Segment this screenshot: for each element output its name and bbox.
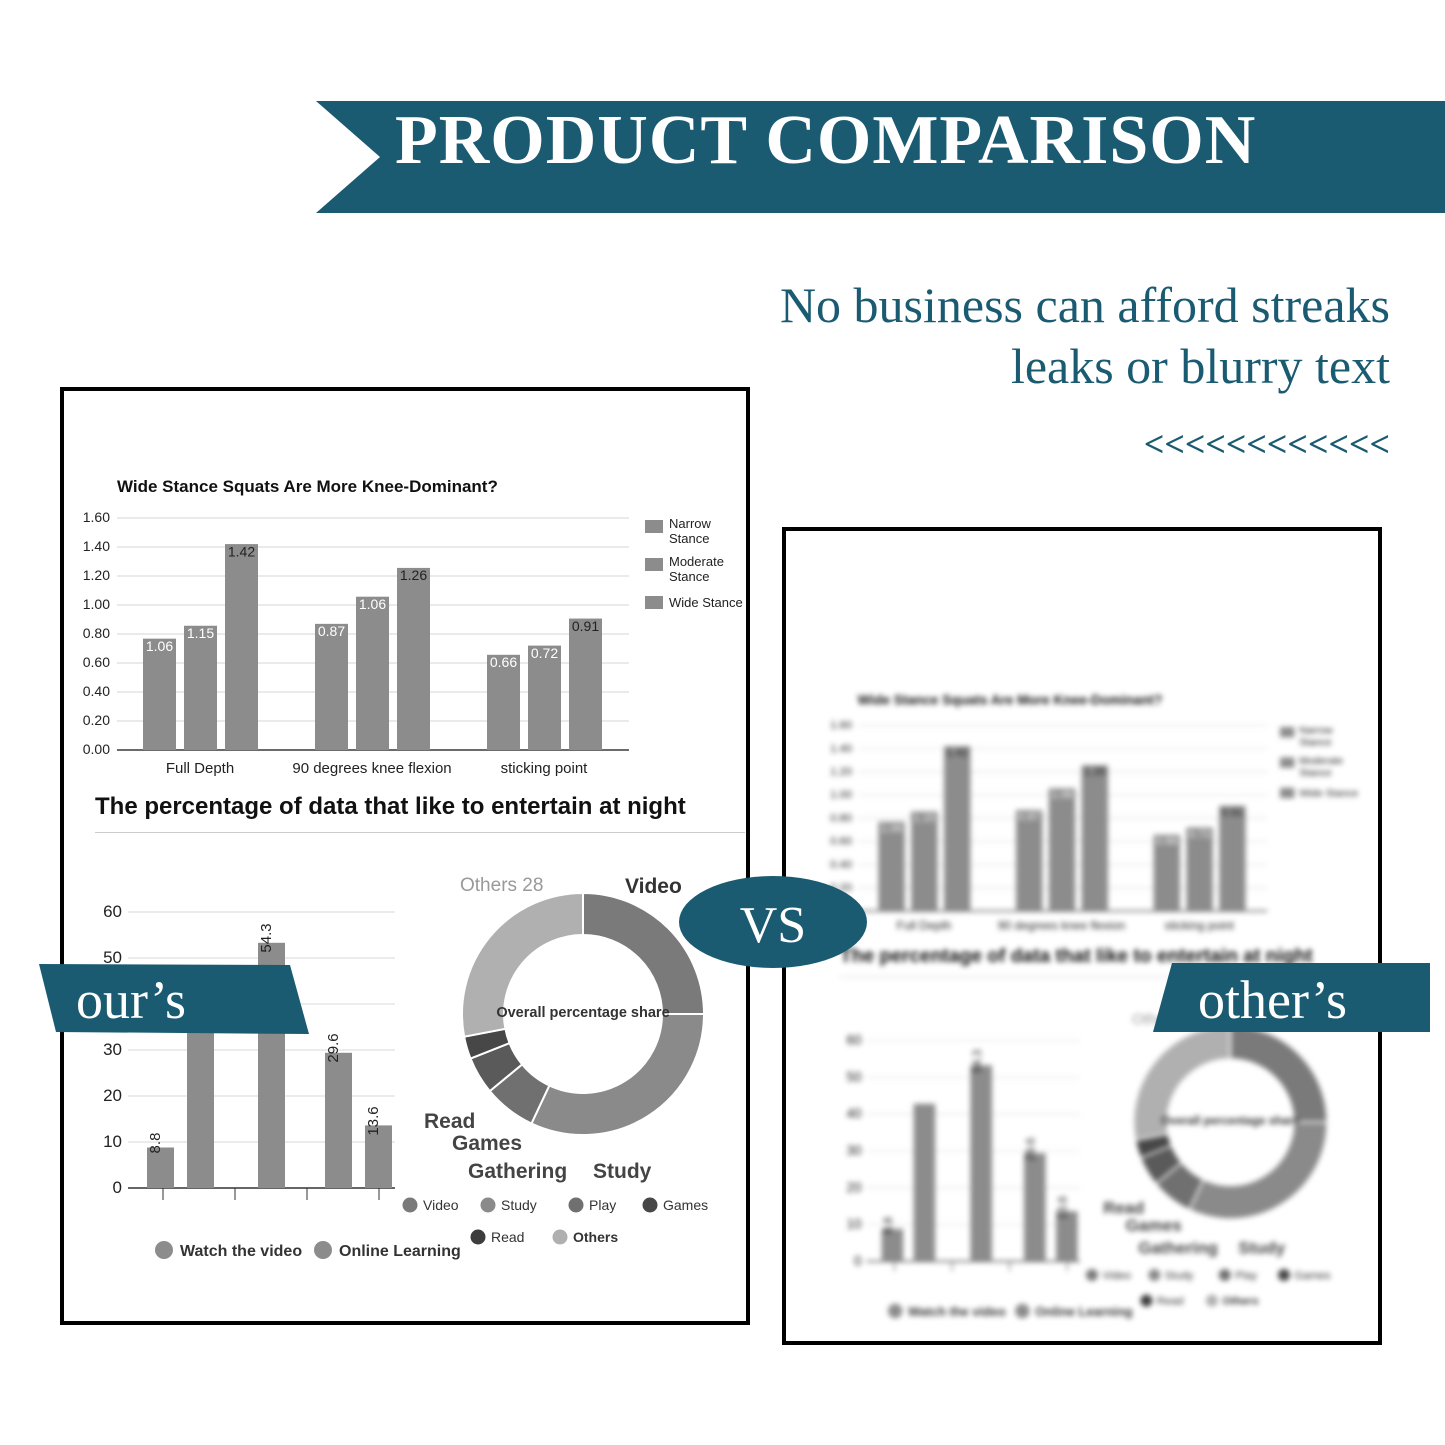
svg-text:0.72: 0.72 (531, 645, 558, 661)
svg-text:0.00: 0.00 (83, 741, 110, 757)
svg-text:VS: VS (740, 897, 806, 954)
svg-text:0.60: 0.60 (830, 836, 852, 848)
svg-text:0.87: 0.87 (318, 623, 345, 639)
svg-text:1.40: 1.40 (83, 538, 110, 554)
svg-text:0.20: 0.20 (83, 712, 110, 728)
svg-text:10: 10 (846, 1217, 862, 1232)
svg-text:0.66: 0.66 (1156, 836, 1178, 848)
svg-text:Play: Play (1235, 1270, 1257, 1282)
svg-text:30: 30 (846, 1143, 862, 1158)
svg-text:Overall percentage share: Overall percentage share (496, 1005, 669, 1021)
svg-text:Wide Stance: Wide Stance (1299, 789, 1358, 800)
svg-text:1.00: 1.00 (83, 596, 110, 612)
svg-text:0.60: 0.60 (83, 654, 110, 670)
svg-text:1.20: 1.20 (830, 766, 852, 778)
svg-text:1.15: 1.15 (187, 625, 214, 641)
svg-text:1.15: 1.15 (914, 812, 936, 824)
svg-text:Play: Play (589, 1197, 616, 1213)
svg-text:Watch the video: Watch the video (180, 1243, 302, 1260)
svg-text:Video: Video (423, 1197, 459, 1213)
svg-text:1.40: 1.40 (830, 743, 852, 755)
svg-text:Stance: Stance (669, 531, 709, 546)
svg-text:Moderate: Moderate (669, 554, 724, 569)
svg-text:90 degrees knee flexion: 90 degrees knee flexion (998, 918, 1125, 932)
svg-text:90 degrees knee flexion: 90 degrees knee flexion (292, 760, 451, 777)
svg-text:Narrow: Narrow (1299, 725, 1333, 736)
svg-text:0.66: 0.66 (490, 654, 517, 670)
svg-text:Read: Read (1157, 1296, 1184, 1308)
svg-text:Games: Games (663, 1197, 708, 1213)
svg-text:40: 40 (846, 1106, 862, 1121)
svg-text:0.40: 0.40 (83, 683, 110, 699)
svg-text:0.91: 0.91 (1222, 807, 1244, 819)
svg-text:Stance: Stance (1299, 737, 1332, 748)
svg-text:Narrow: Narrow (669, 516, 712, 531)
svg-text:1.42: 1.42 (228, 544, 255, 560)
svg-text:1.42: 1.42 (946, 747, 968, 759)
svg-text:8.8: 8.8 (147, 1133, 164, 1154)
svg-text:1.06: 1.06 (881, 823, 903, 835)
svg-text:Stance: Stance (669, 569, 709, 584)
svg-text:Watch the video: Watch the video (908, 1304, 1006, 1319)
svg-text:1.26: 1.26 (400, 567, 427, 583)
svg-text:0: 0 (854, 1253, 862, 1268)
svg-text:13.6: 13.6 (1055, 1196, 1069, 1220)
svg-text:60: 60 (846, 1033, 862, 1048)
svg-text:Full Depth: Full Depth (897, 918, 952, 932)
svg-text:10: 10 (103, 1132, 122, 1151)
svg-text:54.3: 54.3 (970, 1049, 984, 1073)
svg-text:Others: Others (1222, 1296, 1258, 1308)
svg-text:Study: Study (501, 1197, 537, 1213)
svg-text:60: 60 (103, 902, 122, 921)
svg-text:Overall percentage share: Overall percentage share (1161, 1115, 1300, 1128)
svg-text:Moderate: Moderate (1299, 756, 1343, 767)
svg-text:other’s: other’s (1198, 970, 1347, 1030)
svg-text:Read: Read (491, 1229, 524, 1245)
svg-text:54.3: 54.3 (258, 923, 275, 952)
svg-text:1.06: 1.06 (1051, 789, 1073, 801)
svg-text:0.72: 0.72 (1189, 828, 1211, 840)
svg-text:1.60: 1.60 (830, 720, 852, 732)
svg-text:0: 0 (113, 1178, 122, 1197)
svg-text:1.20: 1.20 (83, 567, 110, 583)
svg-text:Study: Study (1165, 1270, 1194, 1282)
svg-text:Full Depth: Full Depth (166, 760, 234, 777)
svg-text:our’s: our’s (76, 970, 186, 1030)
svg-text:sticking point: sticking point (501, 760, 589, 777)
svg-text:1.06: 1.06 (359, 596, 386, 612)
svg-text:8.8: 8.8 (881, 1217, 895, 1234)
svg-text:sticking point: sticking point (1165, 918, 1235, 932)
svg-text:Video: Video (1102, 1270, 1130, 1282)
svg-text:1.60: 1.60 (83, 509, 110, 525)
svg-text:20: 20 (103, 1086, 122, 1105)
svg-text:20: 20 (846, 1180, 862, 1195)
svg-text:13.6: 13.6 (365, 1106, 382, 1135)
svg-text:0.80: 0.80 (83, 625, 110, 641)
svg-text:1.00: 1.00 (830, 789, 852, 801)
svg-text:50: 50 (846, 1069, 862, 1084)
svg-text:1.06: 1.06 (146, 638, 173, 654)
svg-text:29.6: 29.6 (1023, 1137, 1037, 1161)
svg-text:Stance: Stance (1299, 768, 1332, 779)
svg-text:0.91: 0.91 (572, 618, 599, 634)
svg-text:0.80: 0.80 (830, 812, 852, 824)
svg-text:Others: Others (573, 1229, 618, 1245)
svg-text:Games: Games (1294, 1270, 1330, 1282)
svg-text:Wide Stance: Wide Stance (669, 595, 743, 610)
svg-text:1.26: 1.26 (1084, 766, 1106, 778)
svg-text:0.40: 0.40 (830, 859, 852, 871)
svg-text:0.87: 0.87 (1018, 811, 1040, 823)
